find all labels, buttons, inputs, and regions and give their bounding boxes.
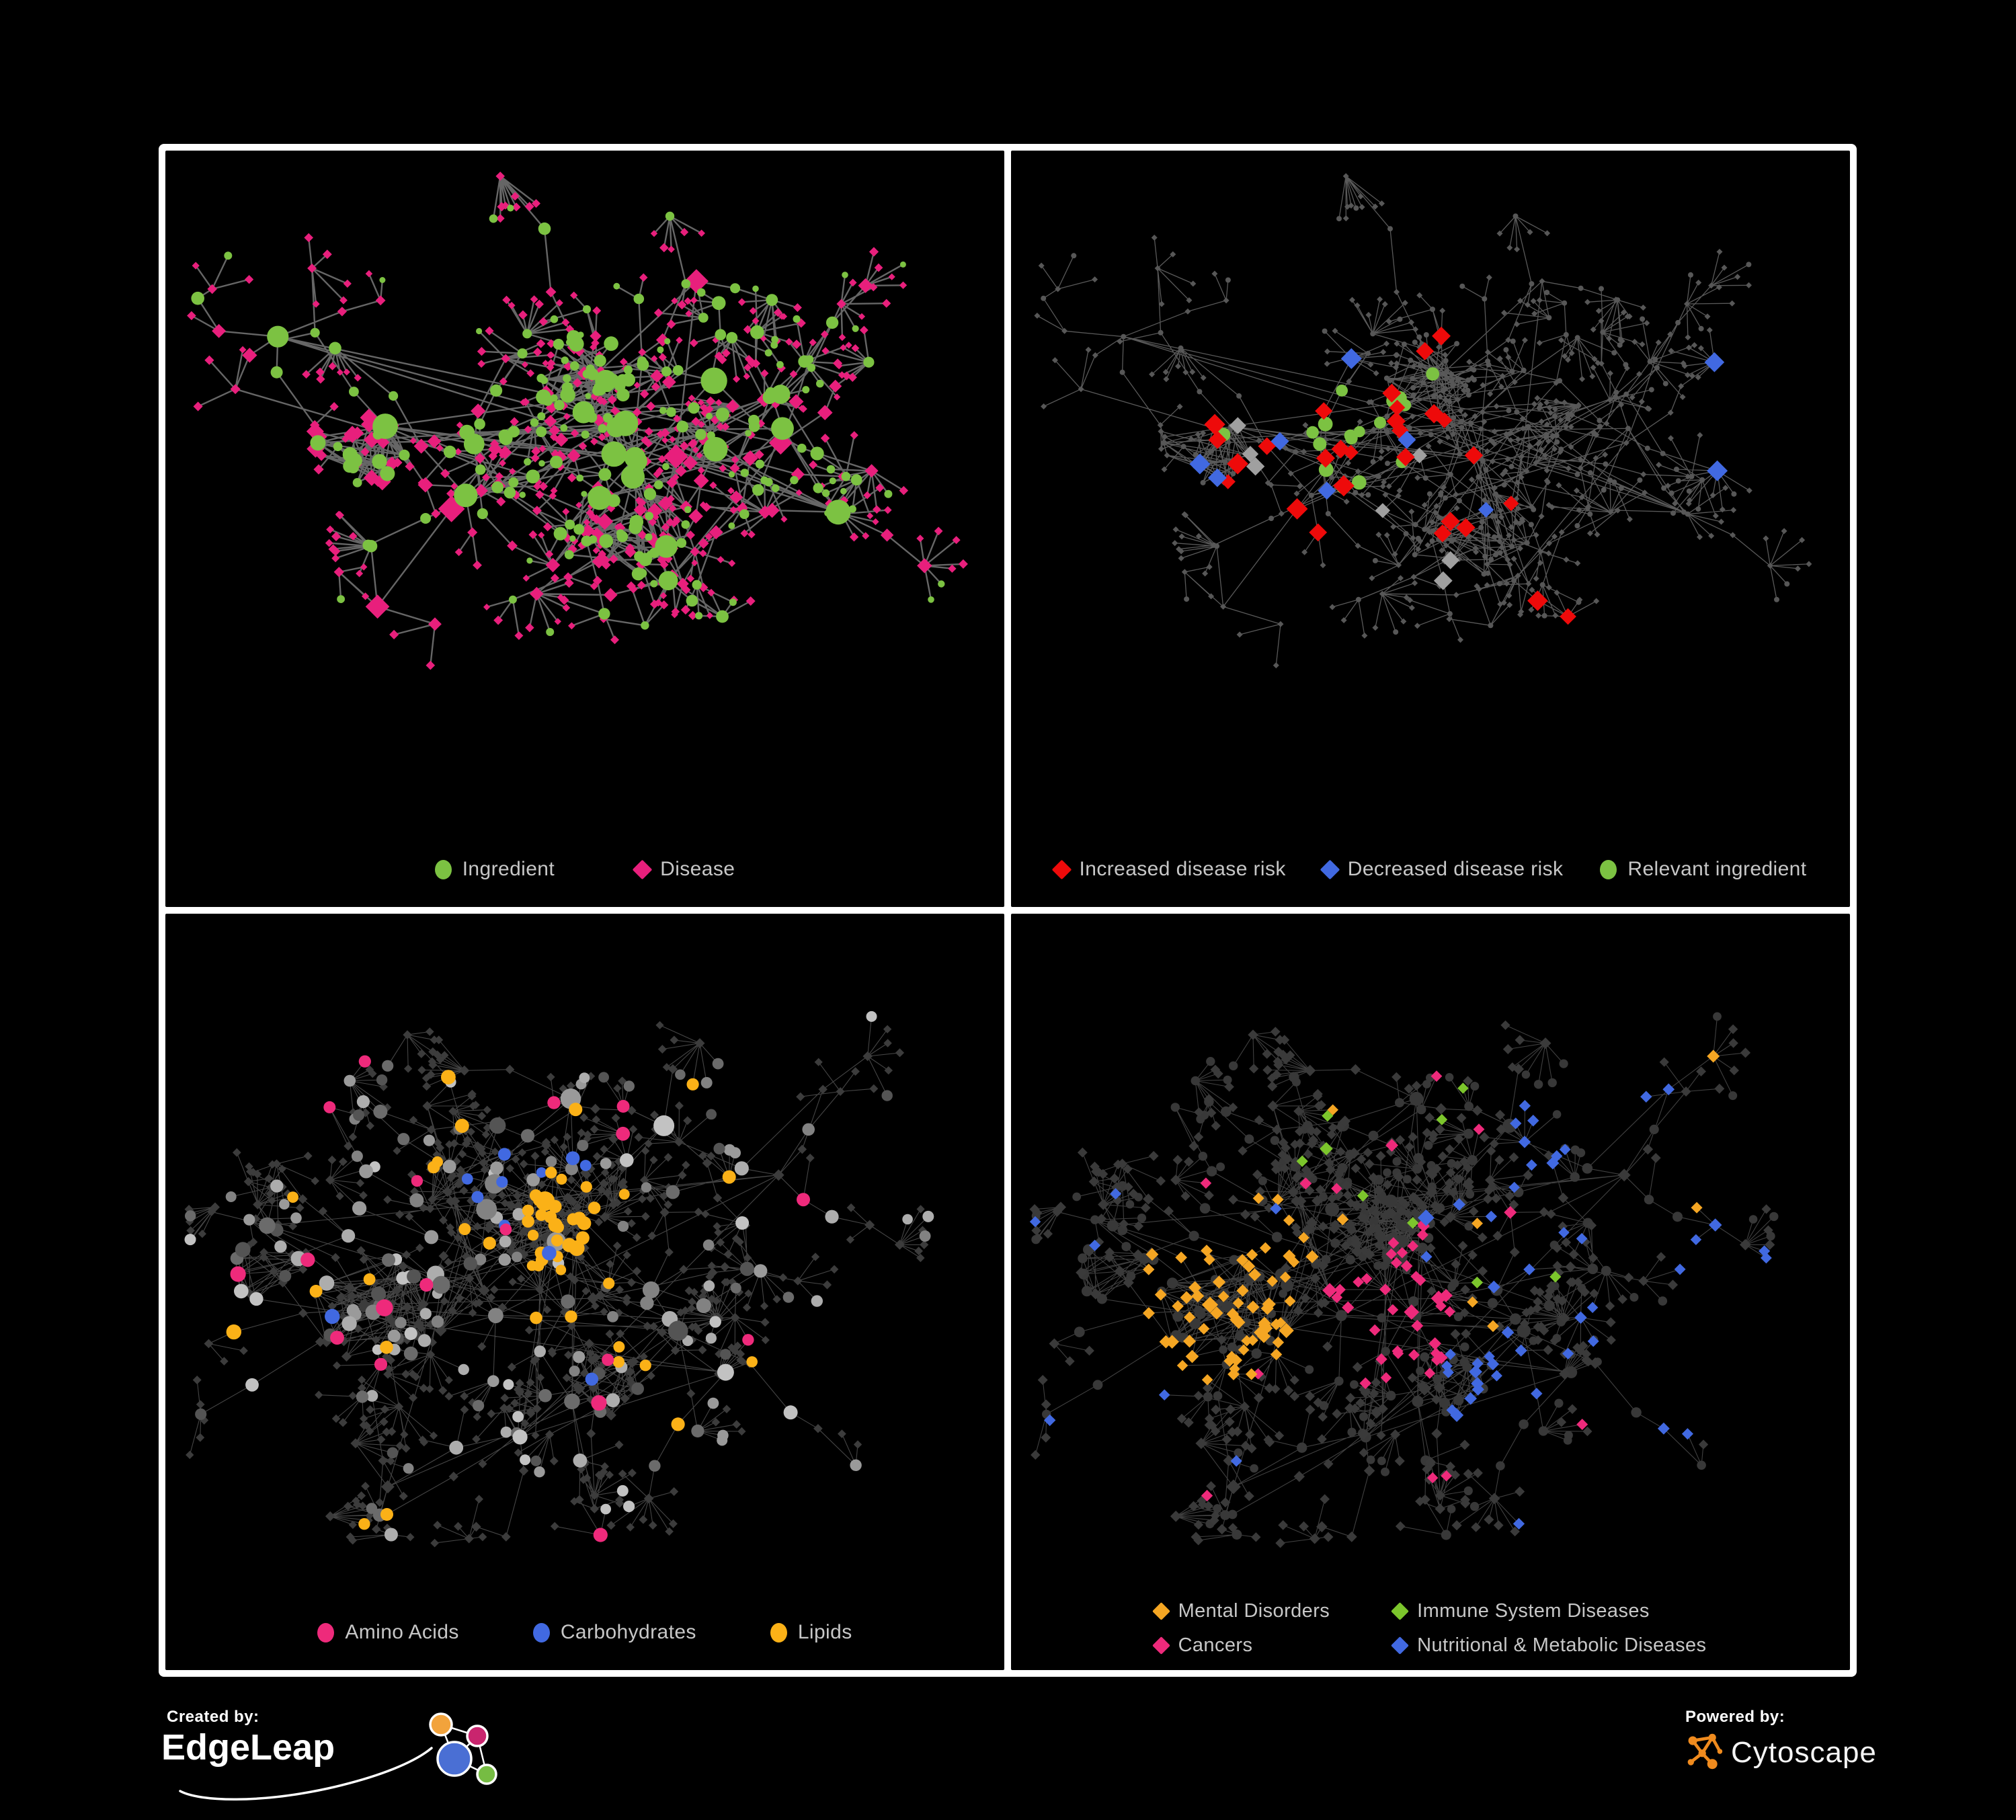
edgeleap-logo-icon xyxy=(179,1712,497,1801)
cytoscape-branding: Powered by: Cytoscape xyxy=(1684,1708,1906,1788)
legend-label: Immune System Diseases xyxy=(1417,1600,1650,1622)
legend-label: Ingredient xyxy=(462,858,555,880)
legend-item-cancers: Cancers xyxy=(1152,1634,1330,1657)
legend-item-disease: Disease xyxy=(632,858,735,881)
legend-item-mental-disorders: Mental Disorders xyxy=(1152,1600,1330,1622)
legend-label: Mental Disorders xyxy=(1178,1600,1330,1622)
legend-label: Disease xyxy=(660,858,735,880)
panel-ingredient-disease: Ingredient Disease xyxy=(165,151,1004,907)
legend-marker-diamond xyxy=(1320,859,1340,879)
legend-marker-diamond xyxy=(1051,859,1072,879)
network-nutrient-classes xyxy=(184,1011,934,1548)
legend-item-amino-acids: Amino Acids xyxy=(317,1621,458,1644)
legend-marker-circle xyxy=(532,1622,550,1643)
legend-marker-diamond xyxy=(1391,1636,1410,1655)
legend-item-nutritional-metabolic-diseases: Nutritional & Metabolic Diseases xyxy=(1391,1634,1707,1657)
legend-label: Amino Acids xyxy=(345,1621,459,1643)
legend-label: Decreased disease risk xyxy=(1347,858,1564,880)
cytoscape-network-icon xyxy=(1687,1733,1723,1770)
legend-label: Relevant ingredient xyxy=(1627,858,1807,880)
legend-item-ingredient: Ingredient xyxy=(434,858,555,881)
legend-marker-diamond xyxy=(1152,1602,1170,1620)
edgeleap-branding: Created by: EdgeLeap xyxy=(160,1706,536,1809)
legend-label: Cancers xyxy=(1178,1634,1253,1656)
panel-disease-classes: Mental Disorders Cancers Immune System Dis… xyxy=(1011,914,1850,1670)
legend-marker-diamond xyxy=(1152,1636,1170,1655)
legend-item-carbohydrates: Carbohydrates xyxy=(532,1621,696,1644)
cytoscape-wordmark: Cytoscape xyxy=(1731,1736,1877,1769)
legend-label: Lipids xyxy=(797,1621,852,1643)
network-disease-risk xyxy=(1034,173,1812,669)
legend-item-relevant-ingredient: Relevant ingredient xyxy=(1600,858,1806,881)
panel-nutrient-classes: Amino Acids Carbohydrates Lipids xyxy=(165,914,1004,1670)
panel-disease-risk: Increased disease risk Decreased disease … xyxy=(1011,151,1850,907)
legend-marker-circle xyxy=(434,859,452,879)
network-disease-classes xyxy=(1029,1012,1779,1548)
legend-marker-diamond xyxy=(1391,1602,1410,1620)
legend-item-decreased-disease-risk: Decreased disease risk xyxy=(1320,858,1564,881)
legend-marker-circle xyxy=(1600,859,1617,879)
legend-nutrient-classes: Amino Acids Carbohydrates Lipids xyxy=(165,1619,1004,1646)
legend-item-lipids: Lipids xyxy=(770,1621,852,1644)
legend-marker-circle xyxy=(770,1622,787,1643)
powered-by-label: Powered by: xyxy=(1685,1708,1785,1726)
legend-label: Nutritional & Metabolic Diseases xyxy=(1417,1634,1707,1656)
legend-label: Increased disease risk xyxy=(1079,858,1286,880)
legend-item-immune-system-diseases: Immune System Diseases xyxy=(1391,1600,1706,1622)
network-grid: Ingredient Disease Increased disease risk… xyxy=(159,144,1857,1677)
legend-disease-classes: Mental Disorders Cancers Immune System Dis… xyxy=(1011,1600,1850,1657)
legend-marker-circle xyxy=(317,1622,335,1643)
legend-ingredient-disease: Ingredient Disease xyxy=(165,856,1004,883)
legend-label: Carbohydrates xyxy=(560,1621,696,1643)
network-ingredient-disease xyxy=(187,171,968,670)
legend-item-increased-disease-risk: Increased disease risk xyxy=(1051,858,1286,881)
legend-marker-diamond xyxy=(632,859,653,879)
edgeleap-wordmark: EdgeLeap xyxy=(161,1727,335,1768)
created-by-label: Created by: xyxy=(167,1708,259,1726)
legend-disease-risk: Increased disease risk Decreased disease … xyxy=(1011,856,1850,883)
